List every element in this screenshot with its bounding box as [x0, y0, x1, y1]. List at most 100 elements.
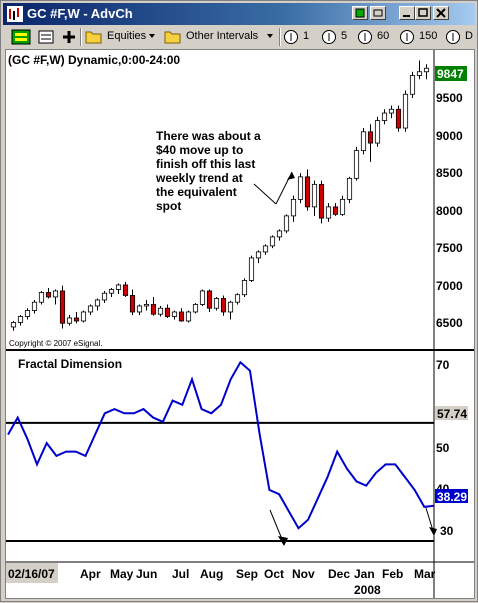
candle[interactable] — [262, 244, 269, 255]
candle[interactable] — [59, 285, 66, 329]
candle[interactable] — [339, 195, 346, 216]
price-pane[interactable] — [6, 50, 434, 348]
candle[interactable] — [52, 289, 59, 305]
candle[interactable] — [248, 255, 255, 282]
other-intervals-menu[interactable]: Other Intervals — [186, 30, 259, 42]
candle[interactable] — [325, 203, 332, 222]
candle[interactable] — [73, 311, 80, 324]
last-price-label: 9847 — [437, 67, 464, 81]
candle[interactable] — [164, 304, 171, 318]
candle[interactable] — [423, 64, 430, 80]
candle[interactable] — [80, 310, 87, 323]
candle[interactable] — [157, 305, 164, 317]
candle[interactable] — [206, 289, 213, 312]
candle[interactable] — [171, 310, 178, 320]
candle[interactable] — [178, 308, 185, 322]
candle-body-up — [143, 304, 150, 307]
candle[interactable] — [269, 235, 276, 249]
candle[interactable] — [38, 290, 45, 305]
candle-body-up — [360, 131, 367, 151]
close-button[interactable] — [433, 6, 449, 20]
upper-level-badge — [435, 406, 468, 420]
candle-body-down — [367, 131, 374, 144]
candle[interactable] — [94, 298, 101, 311]
candle[interactable] — [346, 176, 353, 204]
candle[interactable] — [227, 300, 234, 320]
candle[interactable] — [402, 90, 409, 132]
dock-button[interactable] — [352, 6, 368, 20]
candle[interactable] — [255, 250, 262, 264]
candle[interactable] — [101, 290, 108, 303]
candle[interactable] — [416, 60, 423, 80]
candle[interactable] — [241, 278, 248, 297]
chart-canvas[interactable]: (GC #F,W) Dynamic,0:00-24:00 Copyright ©… — [6, 50, 474, 598]
help-button[interactable] — [370, 6, 386, 20]
candle[interactable] — [143, 299, 150, 311]
candle[interactable] — [290, 195, 297, 222]
price-tick-label: 7000 — [436, 279, 463, 293]
candle[interactable] — [360, 128, 367, 155]
candle[interactable] — [283, 214, 290, 234]
interval-150[interactable]: 150 — [419, 30, 438, 42]
chart-area[interactable]: (GC #F,W) Dynamic,0:00-24:00 Copyright ©… — [5, 49, 475, 599]
interval-60[interactable]: 60 — [377, 30, 390, 42]
interval-5[interactable]: 5 — [341, 30, 348, 42]
price-tick-label: 8500 — [436, 166, 463, 180]
candle[interactable] — [122, 281, 129, 297]
candle[interactable] — [150, 296, 157, 316]
candle[interactable] — [31, 299, 38, 314]
minimize-button[interactable] — [399, 6, 415, 20]
candle[interactable] — [311, 180, 318, 216]
clock-icon[interactable] — [357, 29, 373, 45]
candle[interactable] — [388, 105, 395, 119]
candle[interactable] — [87, 304, 94, 315]
candle[interactable] — [45, 287, 52, 299]
candle[interactable] — [304, 169, 311, 211]
properties-icon[interactable] — [37, 28, 57, 46]
candle[interactable] — [66, 314, 73, 326]
link-chart-icon[interactable] — [11, 28, 33, 46]
candle[interactable] — [318, 180, 325, 224]
candle[interactable] — [185, 310, 192, 323]
candle[interactable] — [234, 293, 241, 305]
candles-group[interactable] — [10, 60, 430, 331]
clock-icon[interactable] — [445, 29, 461, 45]
clock-icon[interactable] — [283, 29, 299, 45]
candle[interactable] — [108, 287, 115, 297]
chevron-down-icon[interactable] — [267, 34, 275, 40]
add-icon[interactable] — [61, 28, 77, 46]
candle[interactable] — [381, 109, 388, 125]
candle[interactable] — [17, 314, 24, 326]
annotation-text: There was about a $40 move up to finish … — [155, 129, 261, 213]
candle[interactable] — [136, 304, 143, 315]
close-icon — [436, 8, 446, 18]
candle[interactable] — [129, 289, 136, 315]
candle[interactable] — [24, 308, 31, 320]
chevron-down-icon[interactable] — [149, 34, 157, 40]
title-bar[interactable]: GC #F,W - AdvCh — [3, 3, 475, 25]
candle[interactable] — [395, 105, 402, 132]
interval-1[interactable]: 1 — [303, 30, 310, 42]
candle[interactable] — [332, 203, 339, 216]
candle[interactable] — [199, 289, 206, 306]
candle[interactable] — [409, 71, 416, 99]
time-year-label: 2008 — [354, 583, 381, 597]
candle[interactable] — [220, 295, 227, 316]
candle[interactable] — [297, 173, 304, 204]
candle[interactable] — [367, 124, 374, 162]
candle[interactable] — [115, 283, 122, 294]
candle[interactable] — [192, 302, 199, 314]
fractal-dimension-line[interactable] — [7, 360, 435, 530]
candle[interactable] — [213, 296, 220, 311]
candle[interactable] — [353, 146, 360, 181]
clock-icon[interactable] — [399, 29, 415, 45]
candle-body-up — [199, 290, 206, 305]
restore-button[interactable] — [415, 6, 431, 20]
candle[interactable] — [10, 320, 17, 331]
candle[interactable] — [276, 229, 283, 241]
annotation-line: There was about a — [156, 129, 261, 143]
candle[interactable] — [374, 116, 381, 147]
interval-d[interactable]: D — [465, 30, 473, 42]
clock-icon[interactable] — [321, 29, 337, 45]
equities-menu[interactable]: Equities — [107, 30, 147, 42]
